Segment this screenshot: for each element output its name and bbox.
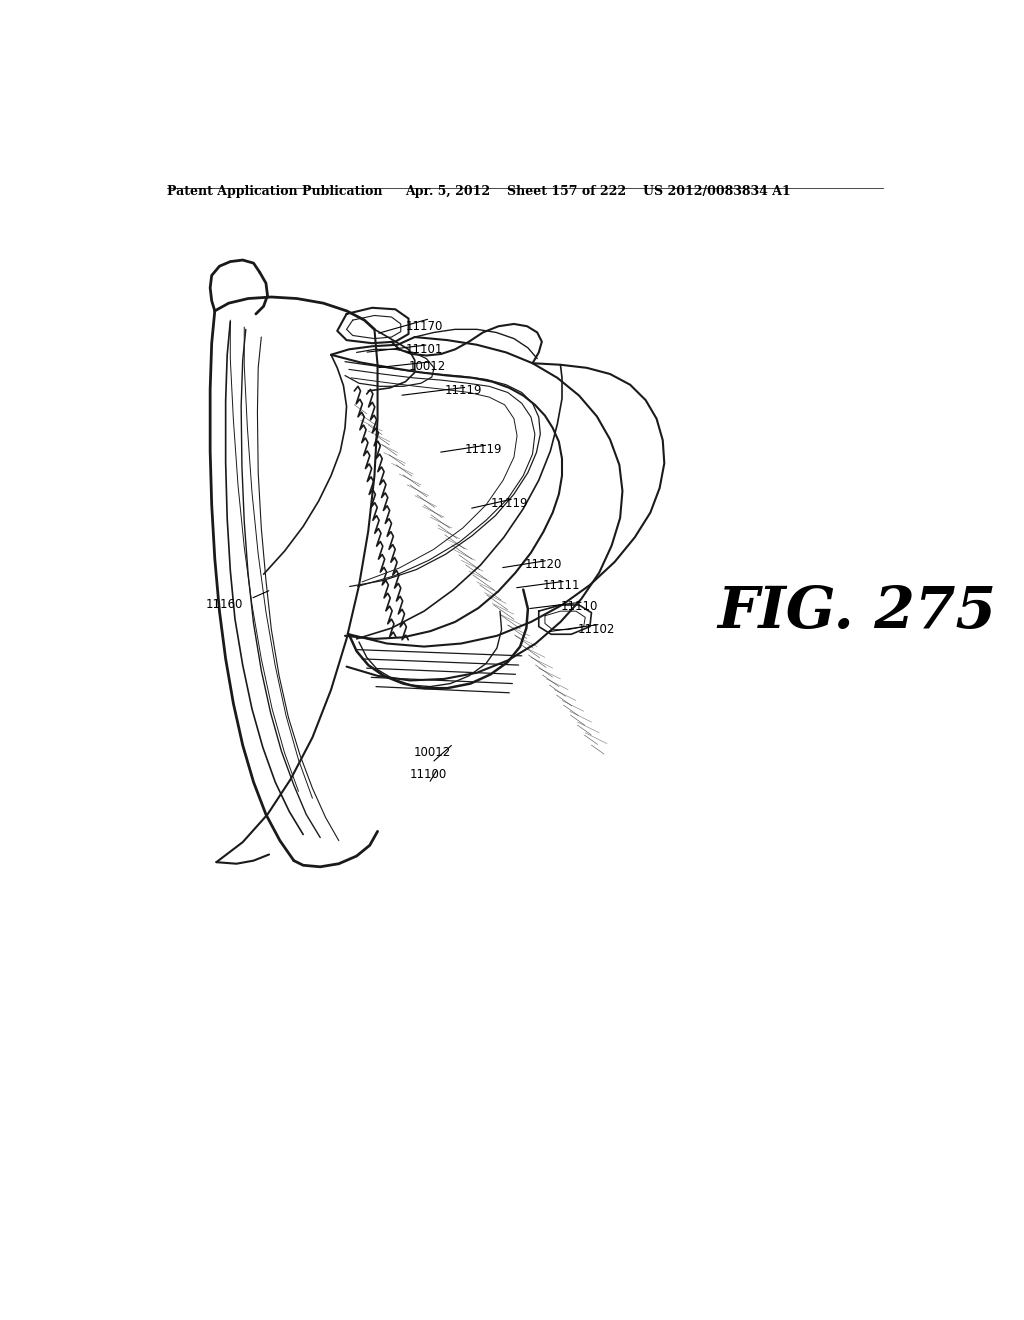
Text: Apr. 5, 2012  Sheet 157 of 222  US 2012/0083834 A1: Apr. 5, 2012 Sheet 157 of 222 US 2012/00… [406,185,792,198]
Text: 11110: 11110 [560,601,598,612]
Text: FIG. 275: FIG. 275 [717,585,996,642]
Text: 11119: 11119 [490,496,528,510]
Text: 11101: 11101 [406,343,442,356]
Text: 11160: 11160 [206,598,243,611]
Text: 10012: 10012 [413,746,451,759]
Text: 11119: 11119 [444,384,481,397]
Text: Patent Application Publication: Patent Application Publication [167,185,382,198]
Text: 11119: 11119 [465,444,503,455]
Text: 11170: 11170 [406,319,442,333]
Text: 11102: 11102 [578,623,614,636]
Text: 10012: 10012 [409,360,445,372]
Text: 11111: 11111 [543,579,581,593]
Text: 11120: 11120 [524,558,562,572]
Text: 11100: 11100 [410,768,447,781]
